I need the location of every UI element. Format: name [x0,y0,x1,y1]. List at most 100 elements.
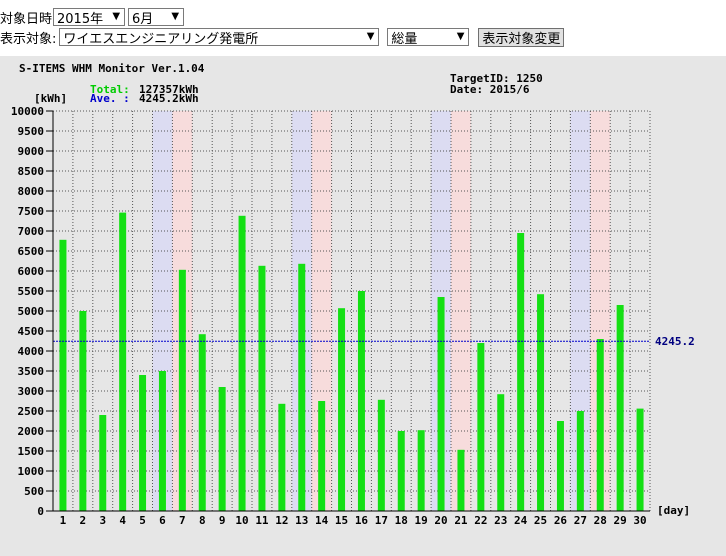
bar-day-28 [596,339,604,511]
y-tick-label: 6500 [18,245,45,258]
x-tick-label: 18 [395,514,408,527]
x-tick-label: 12 [275,514,288,527]
x-tick-label: 30 [633,514,646,527]
x-tick-label: 17 [375,514,388,527]
ave-label: Ave. : [90,92,130,105]
bar-day-4 [119,212,127,511]
x-tick-label: 5 [139,514,146,527]
x-tick-label: 15 [335,514,348,527]
x-tick-label: 7 [179,514,186,527]
y-tick-label: 3500 [18,365,45,378]
y-tick-label: 8000 [18,185,45,198]
month-value: 6月 [132,11,154,27]
x-tick-label: 27 [574,514,587,527]
x-tick-label: 4 [119,514,126,527]
bar-day-27 [576,411,584,511]
bar-day-14 [318,401,326,511]
y-tick-label: 10000 [11,105,44,118]
bar-day-23 [497,394,505,511]
bar-day-3 [99,415,107,511]
x-tick-label: 23 [494,514,507,527]
bar-day-21 [457,449,465,511]
x-tick-label: 26 [554,514,568,527]
bar-day-8 [198,334,206,511]
y-tick-label: 5000 [18,305,45,318]
x-tick-label: 6 [159,514,166,527]
total-label: Total: [90,83,130,96]
bar-day-26 [556,421,564,511]
site-value: ワイエスエンジニアリング発電所 [63,31,259,47]
bar-day-24 [517,233,525,511]
bar-day-16 [357,291,365,511]
x-tick-label: 9 [219,514,226,527]
y-tick-label: 3000 [18,385,45,398]
bar-day-30 [636,408,644,511]
bar-day-5 [139,375,147,511]
bar-day-29 [616,305,624,511]
target-selector-row: 表示対象: ワイエスエンジニアリング発電所 ▼ 総量 ▼ 表示対象変更 [0,26,565,48]
chevron-down-icon: ▼ [456,31,465,42]
year-value: 2015年 [57,11,104,27]
ave-value: 4245.2kWh [139,92,199,105]
y-tick-label: 8500 [18,165,45,178]
monitor-title: S-ITEMS WHM Monitor Ver.1.04 [19,62,205,75]
bar-day-9 [218,387,226,511]
y-tick-label: 2000 [18,425,45,438]
bar-day-20 [437,297,445,511]
bar-day-15 [338,308,346,511]
kind-select[interactable]: 総量 ▼ [387,28,470,47]
y-tick-label: 9000 [18,145,45,158]
x-tick-label: 3 [99,514,106,527]
bar-day-22 [477,343,485,511]
x-tick-label: 22 [474,514,487,527]
bar-day-10 [238,215,246,512]
x-tick-label: 21 [454,514,468,527]
site-select[interactable]: ワイエスエンジニアリング発電所 ▼ [59,28,380,47]
bar-day-1 [59,239,67,512]
bar-day-11 [258,265,266,511]
kind-value: 総量 [391,31,418,47]
average-line-group: 4245.2 [53,335,695,348]
target-id: TargetID: 1250 [450,72,543,85]
bar-day-7 [178,269,186,511]
x-tick-label: 13 [295,514,308,527]
month-select[interactable]: 6月 ▼ [128,8,185,27]
x-tick-label: 16 [355,514,369,527]
y-tick-label: 2500 [18,405,45,418]
x-tick-label: 11 [255,514,269,527]
total-value: 127357kWh [139,83,199,96]
x-tick-label: 2 [80,514,87,527]
x-tick-label: 20 [434,514,447,527]
x-axis-label: [day] [657,504,690,517]
bar-day-18 [397,431,405,511]
y-tick-label: 9500 [18,125,45,138]
y-tick-label: 7000 [18,225,45,238]
date-text: Date: 2015/6 [450,83,530,96]
y-tick-label: 5500 [18,285,45,298]
y-tick-label: 1500 [18,445,45,458]
y-tick-label: 4500 [18,325,45,338]
x-tick-label: 29 [614,514,627,527]
average-value-label: 4245.2 [655,335,695,348]
chart-panel: 4245.2 0 500 1000 1500 2000 2500 3000 3500 4000 4… [0,56,726,556]
year-select[interactable]: 2015年 ▼ [53,8,126,27]
y-tick-label: 500 [24,485,44,498]
energy-chart: 4245.2 0 500 1000 1500 2000 2500 3000 3500 4000 4… [11,62,695,527]
y-unit-label: [kWh] [34,92,67,105]
x-tick-label: 24 [514,514,528,527]
x-tick-labels: 1 2 3 4 5 6 7 8 9 10 11 12 13 14 15 16 17 18 19 20 21 22 23 24 2… [60,514,647,527]
change-target-button[interactable]: 表示対象変更 [478,27,565,47]
x-tick-label: 14 [315,514,329,527]
y-tick-labels: 0 500 1000 1500 2000 2500 3000 3500 4000 4500 5000… [11,105,53,518]
x-tick-label: 1 [60,514,67,527]
y-tick-label: 6000 [18,265,45,278]
chevron-down-icon: ▼ [112,11,121,22]
chevron-down-icon: ▼ [171,11,180,22]
bar-day-17 [377,399,385,511]
y-tick-label: 0 [37,505,44,518]
bar-day-25 [537,294,545,511]
target-label: 表示対象: [0,31,57,47]
bar-day-6 [158,371,166,511]
x-tick-label: 10 [235,514,248,527]
bar-day-12 [278,403,286,511]
